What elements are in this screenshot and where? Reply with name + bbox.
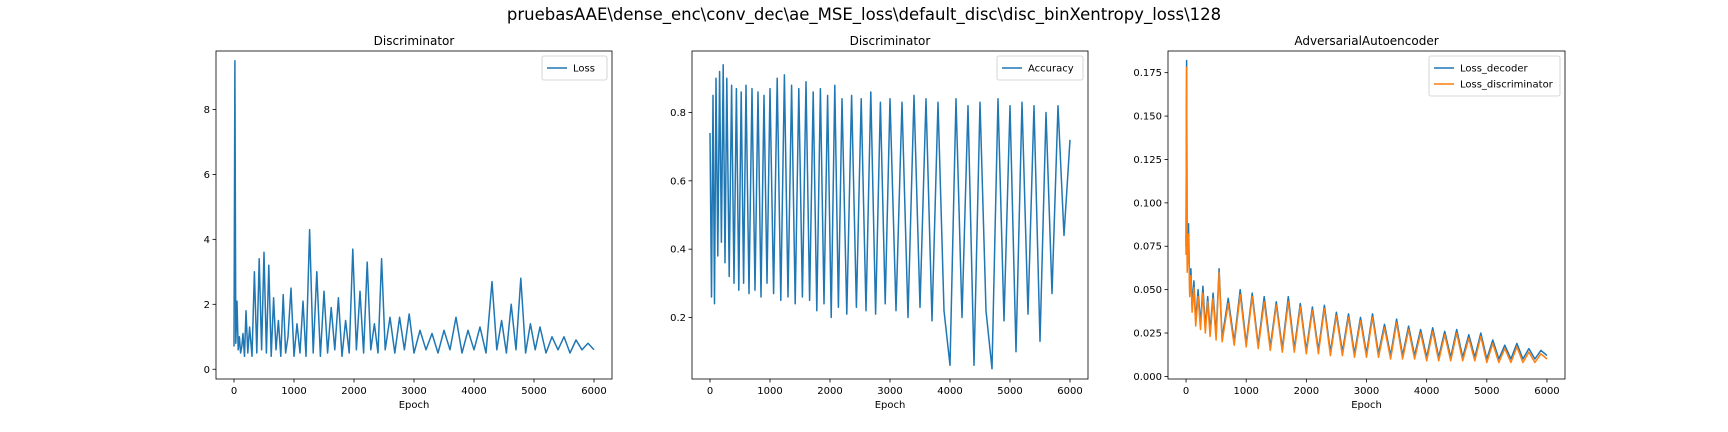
- x-tick-label: 0: [707, 386, 713, 397]
- y-tick-label: 0.2: [670, 313, 686, 324]
- x-tick-label: 6000: [1534, 386, 1559, 397]
- y-tick-label: 6: [204, 170, 210, 181]
- chart-panel-1: Discriminator 0 1000 2000 3000 4000 5000 6000 0 2…: [204, 34, 613, 411]
- y-tick-label: 0.175: [1133, 68, 1162, 79]
- series-line-accuracy: [709, 63, 1071, 370]
- series-line-loss-discriminator: [1185, 66, 1548, 364]
- axes-frame: [1167, 50, 1566, 380]
- legend-entry: Loss_discriminator: [1460, 80, 1554, 91]
- x-tick-label: 2000: [341, 386, 366, 397]
- x-tick-label: 1000: [757, 386, 782, 397]
- x-tick-label: 2000: [1294, 386, 1319, 397]
- x-tick-label: 5000: [997, 386, 1022, 397]
- y-tick-label: 0.025: [1133, 329, 1162, 340]
- y-tick-label: 0.100: [1133, 198, 1162, 209]
- chart-panel-3: AdversarialAutoencoder 0 1000 2000 3000 4000 5…: [1133, 34, 1566, 411]
- series-line-loss-decoder: [1185, 59, 1548, 360]
- x-tick-label: 3000: [877, 386, 902, 397]
- series-line-loss: [233, 59, 595, 358]
- x-axis-label: Epoch: [875, 400, 906, 411]
- x-tick-label: 0: [1183, 386, 1189, 397]
- x-tick-label: 0: [231, 386, 237, 397]
- legend-entry: Loss: [573, 64, 595, 75]
- figure-title: pruebasAAE\dense_enc\conv_dec\ae_MSE_los…: [506, 5, 1222, 24]
- y-tick-label: 8: [204, 105, 210, 116]
- legend-box: [1428, 55, 1561, 97]
- legend-box: [996, 55, 1084, 81]
- x-axis-label: Epoch: [399, 400, 430, 411]
- legend-entry: Accuracy: [1028, 64, 1074, 75]
- x-axis-label: Epoch: [1351, 400, 1382, 411]
- y-tick-label: 0.6: [670, 176, 686, 187]
- legend: Loss_decoder Loss_discriminator: [1428, 55, 1561, 97]
- y-tick-label: 0.125: [1133, 155, 1162, 166]
- legend: Loss: [541, 55, 608, 81]
- x-tick-label: 3000: [1354, 386, 1379, 397]
- y-tick-label: 0: [204, 365, 210, 376]
- y-tick-label: 0.8: [670, 108, 686, 119]
- x-tick-label: 6000: [581, 386, 606, 397]
- y-tick-label: 4: [204, 235, 210, 246]
- x-tick-label: 4000: [937, 386, 962, 397]
- panel-title: Discriminator: [850, 34, 931, 48]
- x-tick-label: 4000: [1414, 386, 1439, 397]
- y-tick-label: 0.075: [1133, 242, 1162, 253]
- y-tick-label: 0.4: [670, 245, 686, 256]
- x-tick-label: 1000: [1233, 386, 1258, 397]
- y-tick-label: 2: [204, 300, 210, 311]
- legend: Accuracy: [996, 55, 1084, 81]
- chart-panel-2: Discriminator 0 1000 2000 3000 4000 5000 6000 0.…: [670, 34, 1089, 411]
- x-tick-label: 2000: [817, 386, 842, 397]
- x-tick-label: 5000: [521, 386, 546, 397]
- legend-entry: Loss_decoder: [1460, 64, 1529, 75]
- legend-box: [541, 55, 608, 81]
- y-tick-label: 0.050: [1133, 285, 1162, 296]
- y-tick-label: 0.150: [1133, 112, 1162, 123]
- x-tick-label: 5000: [1474, 386, 1499, 397]
- y-tick-label: 0.000: [1133, 372, 1162, 383]
- x-tick-label: 6000: [1057, 386, 1082, 397]
- x-tick-label: 1000: [281, 386, 306, 397]
- x-tick-label: 3000: [401, 386, 426, 397]
- panel-title: AdversarialAutoencoder: [1294, 34, 1438, 48]
- panel-title: Discriminator: [374, 34, 455, 48]
- x-tick-label: 4000: [461, 386, 486, 397]
